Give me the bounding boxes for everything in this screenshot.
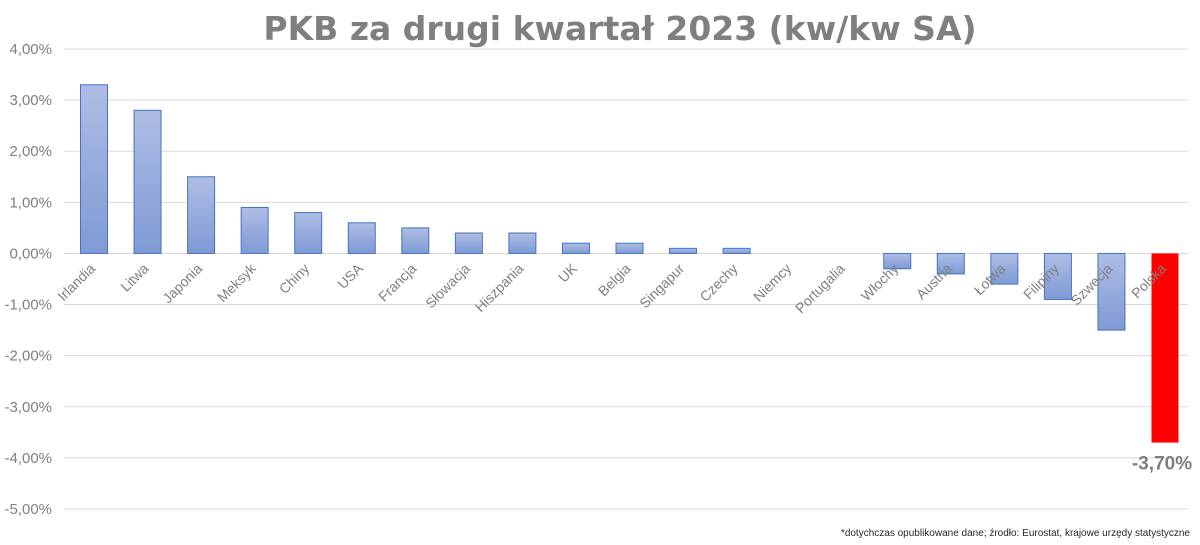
y-tick-label: 4,00% xyxy=(9,41,52,58)
bar-litwa xyxy=(133,109,162,254)
x-tick-label: Chiny xyxy=(276,260,313,297)
bar-usa xyxy=(347,222,376,254)
x-tick-label: Singapur xyxy=(636,260,687,311)
bar-chiny xyxy=(294,212,323,254)
x-axis-labels: Irlandia Litwa Japonia Meksyk Chiny USA Francj… xyxy=(54,260,1169,317)
footnote: *dotychczas opublikowane dane; źrodło: E… xyxy=(841,528,1191,539)
y-tick-label: 2,00% xyxy=(9,143,52,160)
y-tick-label: -1,00% xyxy=(4,297,52,314)
bar-słowacja xyxy=(454,232,483,254)
chart-title: PKB za drugi kwartał 2023 (kw/kw SA) xyxy=(263,9,976,48)
x-tick-label: Słowacja xyxy=(422,260,473,311)
y-tick-label: 3,00% xyxy=(9,92,52,109)
x-tick-label: Niemcy xyxy=(750,260,794,304)
bars xyxy=(80,84,1179,443)
bar-polska xyxy=(1151,253,1179,443)
x-tick-label: Francja xyxy=(375,260,419,304)
y-tick-label: -4,00% xyxy=(4,450,52,467)
bar-singapur xyxy=(669,247,698,254)
bar-meksyk xyxy=(240,206,269,254)
x-tick-label: Irlandia xyxy=(54,260,98,304)
x-tick-label: Meksyk xyxy=(214,260,260,306)
bar-filipiny xyxy=(1043,252,1072,300)
bar-irlandia xyxy=(80,84,108,254)
x-tick-label: Włochy xyxy=(858,260,902,304)
y-tick-label: -3,00% xyxy=(4,399,52,416)
x-tick-label: Portugalia xyxy=(792,260,848,316)
y-tick-label: -5,00% xyxy=(4,501,52,518)
bar-belgia xyxy=(615,242,644,254)
y-tick-label: 1,00% xyxy=(9,194,52,211)
x-tick-label: Hiszpania xyxy=(472,260,527,315)
bar-uk xyxy=(561,242,590,254)
x-tick-label: Japonia xyxy=(159,260,205,306)
polska-data-label: -3,70% xyxy=(1132,454,1192,475)
bar-szwecja xyxy=(1097,252,1126,331)
bar-hiszpania xyxy=(508,232,537,254)
bar-czechy xyxy=(722,247,751,254)
bar-francja xyxy=(401,227,430,254)
x-tick-label: Czechy xyxy=(696,260,740,304)
bar-japonia xyxy=(187,176,216,254)
x-tick-label: Belgia xyxy=(595,260,634,299)
y-tick-label: 0,00% xyxy=(9,245,52,262)
y-tick-label: -2,00% xyxy=(4,348,52,365)
bar-austria xyxy=(936,252,965,275)
x-tick-label: UK xyxy=(555,260,581,286)
x-tick-label: USA xyxy=(334,260,366,292)
bar-łotwa xyxy=(990,252,1019,285)
y-axis-ticks: 4,00% 3,00% 2,00% 1,00% 0,00% -1,00% -2,00% -3,… xyxy=(4,41,52,518)
x-tick-label: Austria xyxy=(913,260,955,302)
x-tick-label: Litwa xyxy=(117,260,152,295)
bar-włochy xyxy=(883,252,912,270)
